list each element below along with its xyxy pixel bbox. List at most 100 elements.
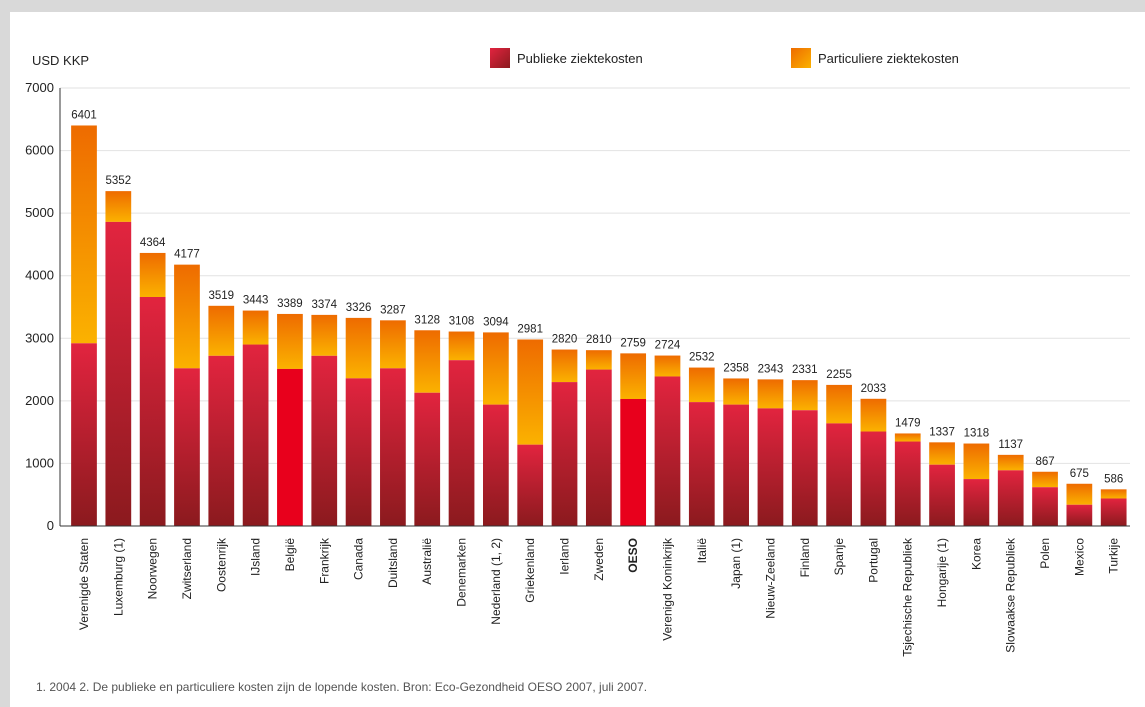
bar-publiek	[585, 369, 612, 526]
category-label: Noorwegen	[146, 538, 160, 599]
value-label: 3443	[243, 295, 269, 307]
bar-publiek	[208, 355, 235, 526]
bar-particulier	[139, 252, 166, 297]
category-label: Finland	[798, 538, 812, 577]
category-label: OESO	[626, 538, 640, 573]
category-label: Turkije	[1107, 538, 1121, 574]
y-tick-label: 0	[47, 518, 54, 533]
value-label: 3389	[277, 298, 303, 310]
category-label: Nieuw-Zeeland	[763, 538, 777, 619]
y-tick-label: 7000	[25, 80, 54, 95]
value-label: 3519	[208, 290, 234, 302]
bar-particulier	[277, 313, 303, 369]
bar-particulier	[826, 384, 852, 424]
bar-particulier	[1100, 489, 1127, 499]
bar-particulier	[483, 332, 509, 405]
bar-particulier	[71, 125, 97, 344]
bar-publiek	[1066, 504, 1093, 526]
category-label: Italië	[695, 538, 709, 564]
bar-publiek	[414, 392, 441, 526]
category-label: Ierland	[558, 538, 572, 575]
bar-particulier	[414, 330, 441, 393]
bar-publiek	[826, 423, 852, 526]
value-label: 5352	[106, 175, 132, 187]
footnote: 1. 2004 2. De publieke en particuliere k…	[36, 680, 648, 694]
category-label: Luxemburg (1)	[111, 538, 125, 616]
y-tick-label: 4000	[25, 268, 54, 283]
category-label: Mexico	[1072, 538, 1086, 576]
value-label: 2358	[723, 362, 749, 374]
category-label: Hongarije (1)	[935, 538, 949, 607]
category-label: Tsjechische Republiek	[901, 537, 915, 657]
bar-publiek	[1100, 498, 1127, 526]
bar-particulier	[963, 443, 990, 480]
chart-frame: USD KKP Publieke ziektekosten Particulie…	[10, 12, 1145, 707]
legend-label-publiek: Publieke ziektekosten	[517, 51, 643, 66]
bar-particulier	[174, 264, 200, 369]
chart-canvas: USD KKP Publieke ziektekosten Particulie…	[25, 48, 1130, 657]
category-label: IJsland	[249, 538, 263, 576]
value-labels: 6401 5352 4364 4177 3519 3443 3389 3374 3326 3287…	[71, 109, 1123, 485]
bar-publiek	[620, 398, 647, 526]
bar-publiek	[757, 408, 784, 526]
bar-particulier	[654, 355, 681, 377]
category-label: België	[283, 538, 297, 572]
bar-publiek	[242, 344, 269, 526]
bar-particulier	[620, 353, 647, 399]
value-label: 2532	[689, 352, 715, 364]
y-tick-label: 1000	[25, 455, 54, 470]
bar-particulier	[860, 398, 887, 432]
value-label: 2820	[552, 334, 578, 346]
bar-particulier	[997, 454, 1024, 471]
value-label: 1318	[964, 428, 990, 440]
bar-publiek	[963, 479, 990, 526]
category-label: Australië	[420, 538, 434, 585]
bar-publiek	[71, 343, 97, 526]
bar-publiek	[551, 382, 578, 526]
legend-swatch-particulier	[791, 48, 811, 68]
bar-publiek	[448, 360, 475, 526]
bar-publiek	[174, 368, 200, 526]
bar-publiek	[311, 355, 338, 526]
bar-particulier	[242, 310, 269, 345]
legend-label-particulier: Particuliere ziektekosten	[818, 51, 959, 66]
category-label: Zwitserland	[180, 538, 194, 599]
bar-publiek	[483, 404, 509, 526]
value-label: 3094	[483, 316, 509, 328]
category-label: Verenigd Koninkrijk	[660, 537, 674, 641]
y-tick-label: 6000	[25, 143, 54, 158]
category-label: Canada	[352, 538, 366, 580]
value-label: 3108	[449, 316, 475, 328]
bar-publiek	[688, 402, 715, 526]
category-label: Nederland (1, 2)	[489, 538, 503, 625]
value-label: 4364	[140, 237, 166, 249]
category-label: Duitsland	[386, 538, 400, 588]
legend-swatch-publiek	[490, 48, 510, 68]
bar-particulier	[311, 314, 338, 356]
y-axis-label: USD KKP	[32, 53, 89, 68]
category-label: Portugal	[866, 538, 880, 583]
value-label: 2759	[620, 337, 646, 349]
category-label: Oostenrijk	[214, 537, 228, 592]
category-labels: Verenigde Staten Luxemburg (1) Noorwegen Zw…	[77, 537, 1121, 657]
bar-publiek	[1032, 487, 1058, 526]
value-label: 3128	[414, 314, 440, 326]
bar-particulier	[688, 367, 715, 403]
bar-particulier	[757, 379, 784, 409]
category-label: Frankrijk	[317, 537, 331, 584]
bars	[71, 125, 1127, 526]
category-label: Spanje	[832, 538, 846, 576]
value-label: 2724	[655, 340, 681, 352]
bar-particulier	[345, 317, 372, 379]
bar-particulier	[208, 305, 235, 356]
value-label: 2981	[517, 323, 543, 335]
bar-publiek	[139, 296, 166, 526]
bar-publiek	[277, 368, 303, 526]
bar-particulier	[1066, 483, 1093, 505]
category-label: Japan (1)	[729, 538, 743, 589]
bar-particulier	[105, 191, 132, 222]
value-label: 1337	[929, 426, 955, 438]
category-label: Griekenland	[523, 538, 537, 603]
value-label: 2033	[861, 383, 887, 395]
legend: Publieke ziektekosten Particuliere ziekt…	[490, 48, 959, 68]
